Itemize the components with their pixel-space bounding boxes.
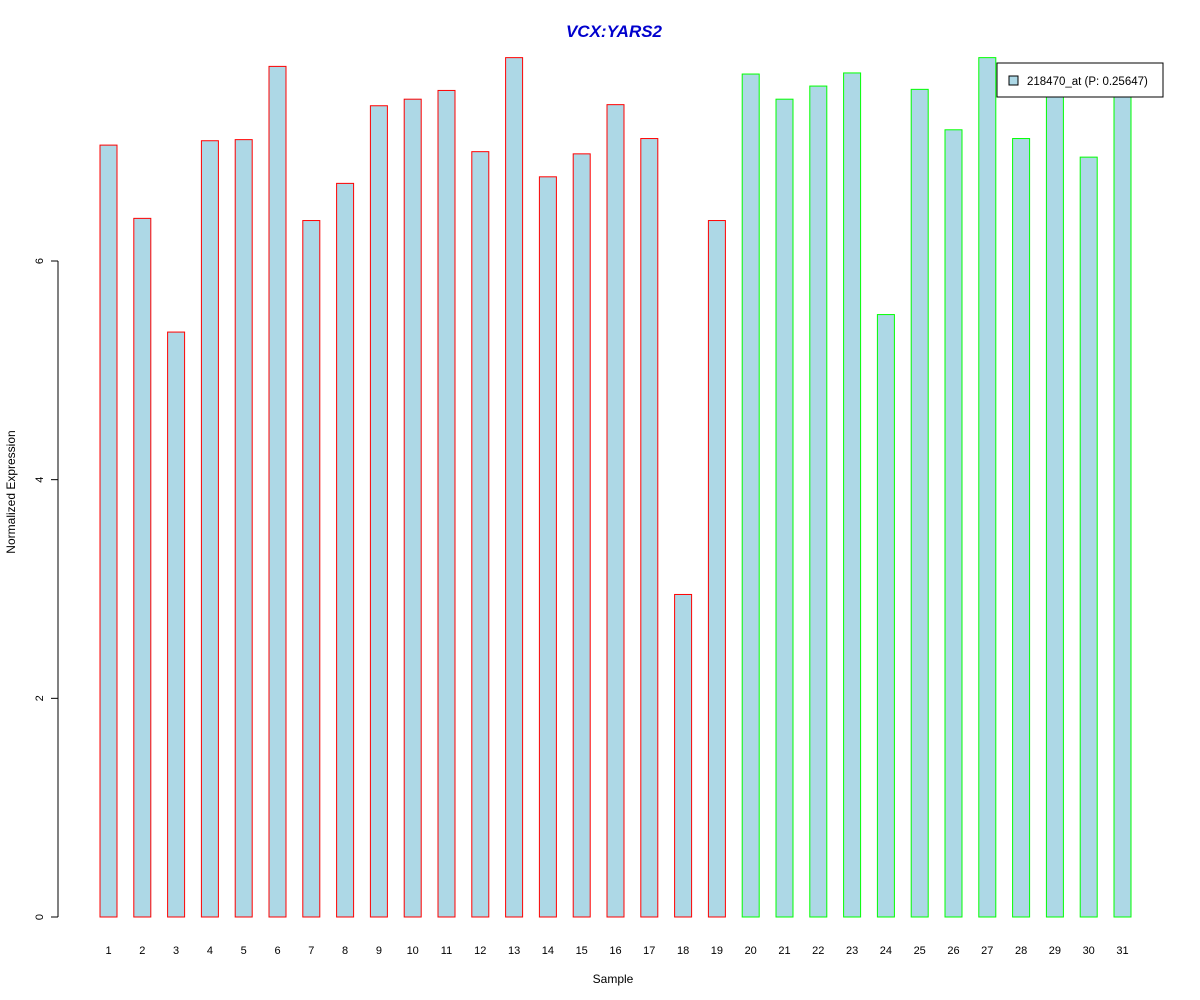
bar-sample-17	[640, 138, 659, 918]
x-tick-label: 16	[609, 945, 621, 957]
bar-sample-19	[707, 220, 726, 918]
y-tick-label: 2	[34, 695, 46, 701]
bar-sample-27	[978, 57, 997, 918]
x-tick-label: 22	[812, 945, 824, 957]
x-tick-label: 10	[407, 945, 419, 957]
bar-sample-11	[437, 89, 456, 918]
x-tick-label: 13	[508, 945, 520, 957]
bars	[99, 57, 1132, 918]
bar-sample-14	[538, 176, 557, 918]
x-tick-label: 7	[308, 945, 314, 957]
bar-sample-8	[336, 182, 355, 918]
x-tick-label: 30	[1083, 945, 1095, 957]
y-tick-label: 6	[34, 258, 46, 264]
x-tick-label: 18	[677, 945, 689, 957]
bar-sample-22	[809, 85, 828, 918]
x-tick-label: 11	[441, 945, 452, 957]
bar-sample-15	[572, 153, 591, 918]
x-tick-label: 6	[274, 945, 280, 957]
x-tick-label: 21	[778, 945, 790, 957]
bar-sample-10	[403, 98, 422, 918]
bar-sample-29	[1045, 85, 1064, 918]
bar-sample-7	[302, 220, 321, 918]
x-tick-label: 27	[981, 945, 993, 957]
x-tick-label: 15	[576, 945, 588, 957]
x-tick-label: 23	[846, 945, 858, 957]
bar-sample-4	[200, 140, 219, 918]
bar-sample-26	[944, 129, 963, 918]
x-tick-labels: 1 2 3 4 5 6 7 8 9 10 11 12 13 14 15 16 17 18 19 20 21 22 23 24 2…	[105, 945, 1128, 957]
legend-swatch	[1008, 75, 1019, 86]
bar-sample-25	[910, 88, 929, 918]
bar-sample-30	[1079, 156, 1098, 918]
bar-sample-5	[234, 139, 253, 918]
bar-sample-28	[1012, 138, 1031, 918]
x-tick-label: 17	[643, 945, 655, 957]
bar-sample-2	[133, 217, 152, 918]
bar-sample-3	[167, 331, 186, 918]
bar-sample-12	[471, 151, 490, 918]
bar-sample-1	[99, 144, 118, 918]
bar-sample-24	[876, 314, 895, 918]
x-tick-label: 1	[105, 945, 111, 957]
bar-sample-13	[505, 57, 524, 918]
bar-sample-20	[741, 73, 760, 918]
x-tick-label: 3	[173, 945, 179, 957]
x-tick-label: 2	[139, 945, 145, 957]
x-tick-label: 4	[207, 945, 213, 957]
legend-box	[996, 62, 1164, 98]
x-tick-label: 19	[711, 945, 723, 957]
legend: 218470_at (P: 0.25647)	[996, 62, 1164, 98]
bar-sample-16	[606, 104, 625, 918]
legend-label: 218470_at (P: 0.25647)	[1027, 76, 1148, 88]
bar-sample-23	[843, 72, 862, 918]
chart-title: VCX:YARS2	[566, 22, 663, 41]
y-axis: 0 2 4 6	[34, 258, 59, 920]
y-tick-label: 0	[34, 914, 46, 920]
x-tick-label: 14	[542, 945, 554, 957]
x-tick-label: 28	[1015, 945, 1027, 957]
bar-sample-31	[1113, 63, 1132, 918]
x-tick-label: 20	[745, 945, 757, 957]
x-tick-label: 29	[1049, 945, 1061, 957]
bar-sample-21	[775, 98, 794, 918]
x-axis-label: Sample	[593, 972, 634, 986]
x-tick-label: 9	[376, 945, 382, 957]
x-tick-label: 12	[474, 945, 486, 957]
y-tick-label: 4	[34, 477, 46, 483]
x-tick-label: 25	[914, 945, 926, 957]
bar-sample-6	[268, 65, 287, 918]
bar-sample-9	[369, 105, 388, 918]
x-tick-label: 26	[947, 945, 959, 957]
bar-sample-18	[674, 593, 693, 918]
y-axis-label: Normalized Expression	[4, 430, 18, 553]
x-tick-label: 24	[880, 945, 892, 957]
x-tick-label: 8	[342, 945, 348, 957]
x-tick-label: 31	[1116, 945, 1128, 957]
x-tick-label: 5	[241, 945, 247, 957]
